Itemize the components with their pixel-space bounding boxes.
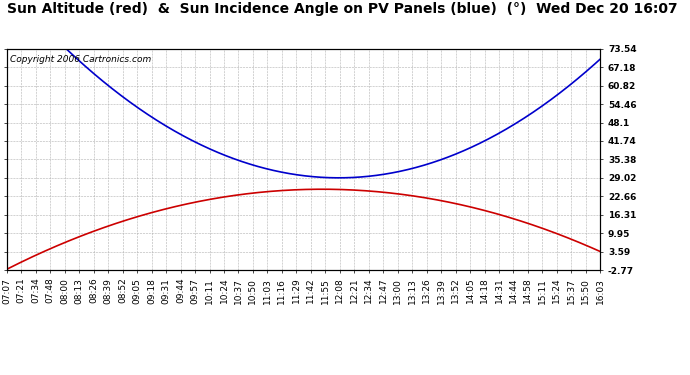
Text: Copyright 2006 Cartronics.com: Copyright 2006 Cartronics.com [10, 56, 151, 64]
Text: Sun Altitude (red)  &  Sun Incidence Angle on PV Panels (blue)  (°)  Wed Dec 20 : Sun Altitude (red) & Sun Incidence Angle… [7, 2, 678, 16]
